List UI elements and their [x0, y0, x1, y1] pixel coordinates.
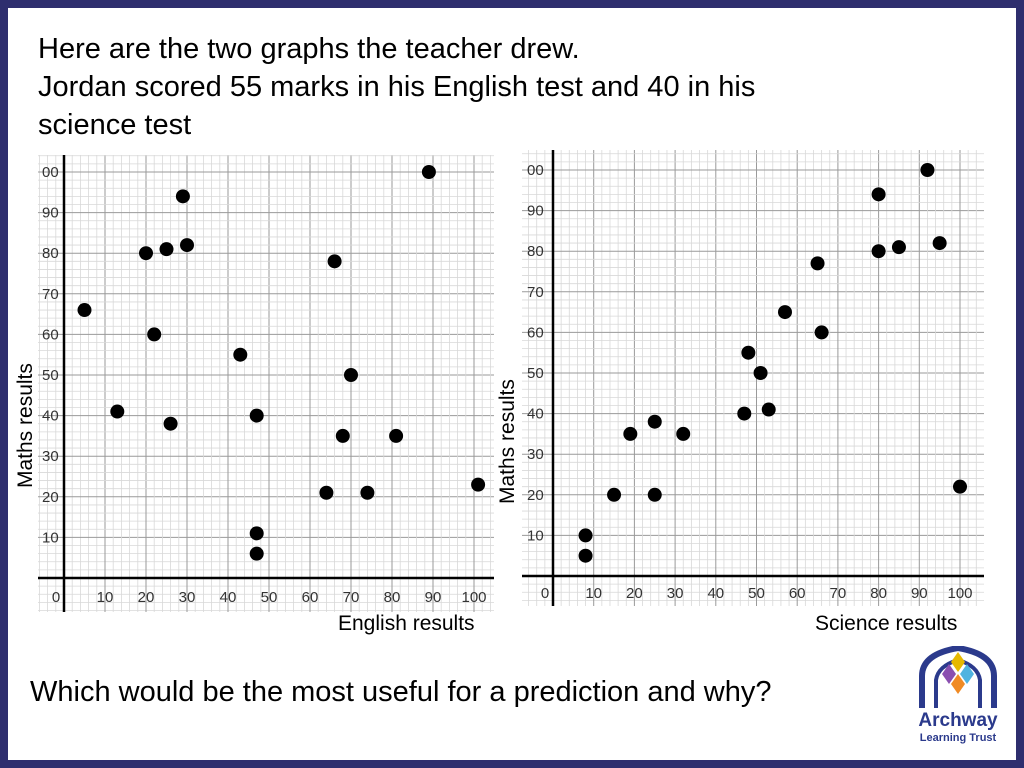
- data-point: [344, 368, 358, 382]
- chart-2-y-axis-label: Maths results: [496, 379, 519, 504]
- y-tick-label: 90: [42, 205, 59, 222]
- y-tick-label: 30: [42, 448, 59, 465]
- data-point: [578, 528, 593, 543]
- data-point: [389, 428, 404, 443]
- y-tick-label: 80: [42, 245, 59, 262]
- data-point: [159, 242, 174, 257]
- data-point: [753, 366, 768, 380]
- data-point: [360, 485, 375, 500]
- header-line-2: Jordan scored 55 marks in his English te…: [38, 71, 756, 103]
- x-tick-label: 90: [911, 585, 928, 602]
- data-point: [741, 345, 756, 360]
- question-text: Which would be the most useful for a pre…: [30, 676, 772, 708]
- data-point: [163, 416, 178, 431]
- chart-2-x-axis-label: Science results: [815, 612, 958, 635]
- data-point: [249, 546, 264, 561]
- x-tick-label: 70: [830, 585, 847, 602]
- data-point: [249, 408, 264, 423]
- data-point: [891, 240, 906, 255]
- data-point: [607, 487, 622, 502]
- y-tick-label: 70: [42, 286, 59, 303]
- data-point: [814, 325, 829, 340]
- data-point: [578, 548, 593, 563]
- x-tick-label: 10: [97, 589, 114, 606]
- x-tick-label: 50: [748, 585, 765, 602]
- x-tick-label: 100: [461, 589, 486, 606]
- data-point: [471, 477, 486, 492]
- data-point: [327, 254, 342, 269]
- data-point: [110, 404, 125, 419]
- y-tick-label: 60: [42, 326, 59, 343]
- x-tick-label: 30: [179, 589, 196, 606]
- data-point: [777, 305, 792, 320]
- x-tick-label: 30: [667, 585, 684, 602]
- data-point: [421, 165, 436, 179]
- data-point: [139, 246, 153, 261]
- x-tick-label: 70: [343, 589, 360, 606]
- slide: Here are the two graphs the teacher drew…: [8, 8, 1016, 760]
- data-point: [147, 327, 162, 342]
- data-point: [233, 347, 248, 362]
- chart-1-y-axis-label: Maths results: [14, 363, 37, 488]
- y-tick-label: 60: [527, 324, 544, 341]
- data-point: [335, 428, 350, 443]
- y-tick-label: 80: [527, 243, 544, 260]
- x-tick-label: 10: [585, 585, 602, 602]
- y-tick-label: 00: [527, 162, 544, 179]
- data-point: [77, 303, 92, 318]
- y-tick-label: 40: [42, 408, 59, 425]
- y-tick-label: 10: [527, 527, 544, 544]
- y-tick-label: 30: [527, 446, 544, 463]
- archway-arch-icon: [919, 644, 997, 708]
- data-point: [810, 256, 825, 271]
- x-tick-label: 0: [52, 589, 60, 606]
- y-tick-label: 20: [42, 489, 59, 506]
- data-point: [319, 485, 334, 500]
- x-tick-label: 80: [870, 585, 887, 602]
- y-tick-label: 90: [527, 203, 544, 220]
- x-tick-label: 60: [789, 585, 806, 602]
- x-tick-label: 40: [220, 589, 237, 606]
- y-tick-label: 50: [42, 367, 59, 384]
- logo-subtitle: Learning Trust: [919, 732, 997, 744]
- data-point: [180, 238, 194, 253]
- data-point: [647, 414, 662, 429]
- y-tick-label: 20: [527, 487, 544, 504]
- data-point: [623, 426, 638, 441]
- x-tick-label: 40: [707, 585, 724, 602]
- x-tick-label: 20: [138, 589, 155, 606]
- y-tick-label: 10: [42, 529, 59, 546]
- data-point: [676, 426, 691, 441]
- data-point: [761, 402, 776, 417]
- data-point: [249, 526, 264, 541]
- data-point: [737, 406, 752, 421]
- chart-grid: [522, 150, 984, 606]
- x-tick-label: 20: [626, 585, 643, 602]
- y-tick-label: 40: [527, 406, 544, 423]
- data-point: [920, 163, 935, 177]
- header-line-1: Here are the two graphs the teacher drew…: [38, 33, 580, 65]
- data-point: [871, 187, 886, 202]
- x-tick-label: 80: [384, 589, 401, 606]
- data-point: [932, 236, 947, 251]
- x-tick-label: 50: [261, 589, 278, 606]
- header-line-3: science test: [38, 109, 192, 141]
- data-point: [647, 487, 662, 502]
- y-tick-label: 00: [42, 164, 59, 181]
- x-tick-label: 90: [425, 589, 442, 606]
- x-tick-label: 0: [541, 585, 549, 602]
- y-tick-label: 70: [527, 284, 544, 301]
- data-point: [871, 244, 886, 259]
- data-point: [953, 479, 967, 494]
- chart-1-x-axis-label: English results: [338, 612, 475, 635]
- y-tick-label: 50: [527, 365, 544, 382]
- data-point: [175, 189, 190, 204]
- slide-header: Here are the two graphs the teacher drew…: [38, 30, 938, 144]
- archway-logo: Archway Learning Trust: [908, 644, 1008, 756]
- x-tick-label: 60: [302, 589, 319, 606]
- logo-name: Archway: [918, 710, 998, 731]
- x-tick-label: 100: [947, 585, 972, 602]
